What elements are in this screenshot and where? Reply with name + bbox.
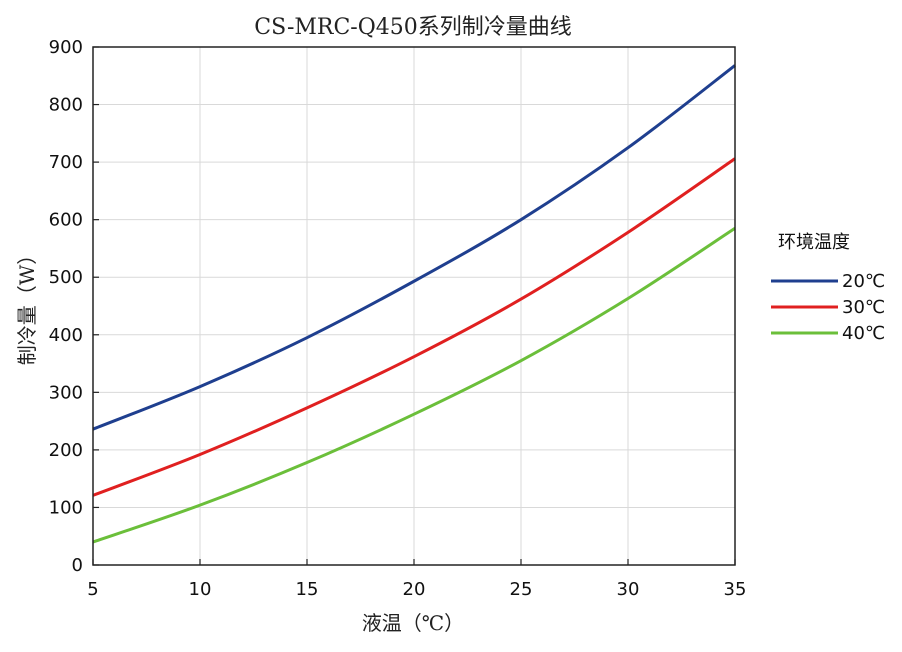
y-tick-label: 200 [49,440,83,461]
axis-ticks: 5 10 15 20 25 30 35 0 100 200 300 400 500 600 700 800 90… [49,37,747,600]
x-tick-label: 5 [87,579,98,600]
x-tick-label: 20 [403,579,426,600]
legend-title: 环境温度 [778,232,850,253]
y-tick-label: 300 [49,382,83,403]
legend-label-2: 40℃ [842,323,885,344]
legend-label-1: 30℃ [842,297,885,318]
series-line-0 [92,64,736,431]
series-lines [92,64,736,544]
y-tick-label: 100 [49,497,83,518]
x-tick-label: 30 [617,579,640,600]
x-tick-label: 25 [510,579,533,600]
grid [92,46,736,566]
legend: 环境温度 20℃ 30℃ 40℃ [771,232,885,344]
y-tick-label: 700 [49,152,83,173]
series-line-1 [92,157,736,497]
y-tick-label: 900 [49,37,83,58]
x-axis-label: 液温（℃） [362,611,464,635]
y-tick-label: 400 [49,325,83,346]
y-tick-label: 0 [72,555,83,576]
x-tick-label: 35 [724,579,747,600]
x-tick-label: 15 [296,579,319,600]
x-tick-label: 10 [189,579,212,600]
series-line-2 [92,227,736,544]
y-tick-label: 600 [49,210,83,231]
legend-label-0: 20℃ [842,271,885,292]
y-tick-label: 500 [49,267,83,288]
y-tick-label: 800 [49,95,83,116]
chart-title: CS-MRC-Q450系列制冷量曲线 [254,15,572,40]
y-axis-label: 制冷量（W） [15,245,39,366]
